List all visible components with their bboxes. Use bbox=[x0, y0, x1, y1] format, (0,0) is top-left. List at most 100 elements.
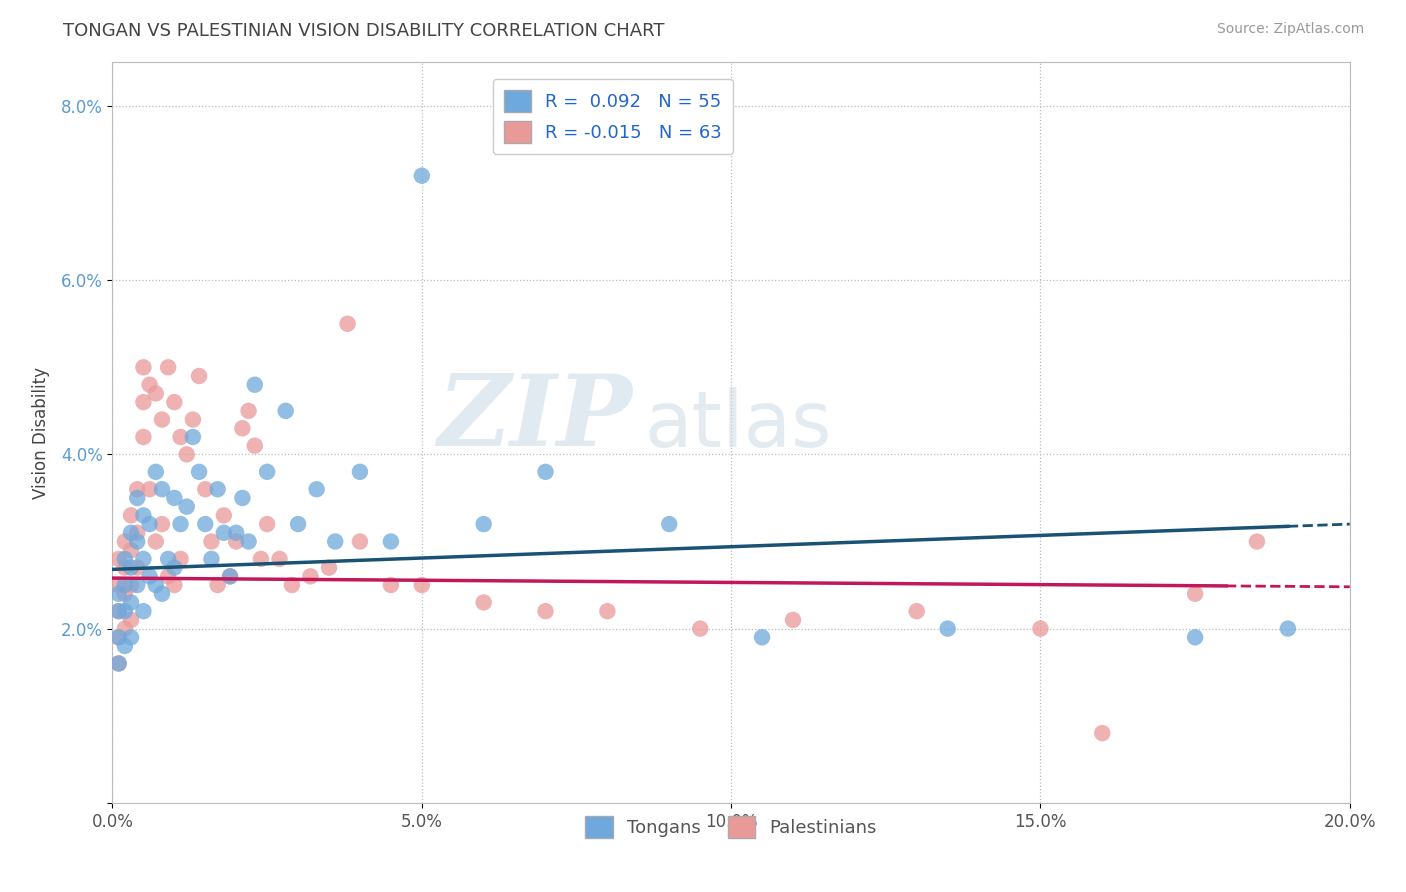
Point bbox=[534, 604, 557, 618]
Point bbox=[169, 430, 191, 444]
Point bbox=[107, 630, 129, 644]
Point bbox=[157, 569, 180, 583]
Point bbox=[157, 552, 180, 566]
Point bbox=[163, 560, 186, 574]
Point bbox=[243, 377, 266, 392]
Text: Source: ZipAtlas.com: Source: ZipAtlas.com bbox=[1216, 22, 1364, 37]
Point bbox=[120, 543, 142, 558]
Point bbox=[238, 534, 260, 549]
Point bbox=[132, 395, 155, 409]
Point bbox=[225, 534, 247, 549]
Point bbox=[207, 578, 229, 592]
Point bbox=[114, 622, 136, 636]
Point bbox=[1091, 726, 1114, 740]
Point bbox=[1184, 587, 1206, 601]
Point bbox=[138, 482, 160, 496]
Point bbox=[188, 465, 211, 479]
Point bbox=[194, 482, 217, 496]
Point bbox=[534, 465, 557, 479]
Y-axis label: Vision Disability: Vision Disability bbox=[32, 367, 49, 499]
Point bbox=[150, 587, 173, 601]
Point bbox=[107, 578, 129, 592]
Point bbox=[114, 604, 136, 618]
Point bbox=[274, 404, 297, 418]
Point bbox=[120, 560, 142, 574]
Point bbox=[287, 517, 309, 532]
Point bbox=[181, 430, 204, 444]
Point bbox=[114, 587, 136, 601]
Point bbox=[114, 534, 136, 549]
Point bbox=[132, 360, 155, 375]
Point bbox=[238, 404, 260, 418]
Point bbox=[145, 578, 167, 592]
Point bbox=[127, 482, 149, 496]
Point bbox=[120, 525, 142, 540]
Point bbox=[120, 595, 142, 609]
Legend: Tongans, Palestinians: Tongans, Palestinians bbox=[578, 809, 884, 846]
Point bbox=[127, 491, 149, 505]
Point bbox=[114, 552, 136, 566]
Point bbox=[200, 534, 222, 549]
Point bbox=[472, 517, 495, 532]
Point bbox=[299, 569, 322, 583]
Text: atlas: atlas bbox=[644, 387, 832, 463]
Point bbox=[411, 169, 433, 183]
Point bbox=[1029, 622, 1052, 636]
Point bbox=[256, 465, 278, 479]
Point bbox=[127, 525, 149, 540]
Text: TONGAN VS PALESTINIAN VISION DISABILITY CORRELATION CHART: TONGAN VS PALESTINIAN VISION DISABILITY … bbox=[63, 22, 665, 40]
Point bbox=[256, 517, 278, 532]
Point bbox=[150, 482, 173, 496]
Point bbox=[114, 578, 136, 592]
Point bbox=[107, 657, 129, 671]
Point bbox=[132, 430, 155, 444]
Point bbox=[120, 578, 142, 592]
Point bbox=[219, 569, 242, 583]
Point bbox=[132, 604, 155, 618]
Point bbox=[120, 613, 142, 627]
Point bbox=[107, 604, 129, 618]
Point bbox=[114, 639, 136, 653]
Point bbox=[231, 491, 253, 505]
Point bbox=[107, 552, 129, 566]
Point bbox=[1184, 630, 1206, 644]
Point bbox=[689, 622, 711, 636]
Point bbox=[138, 377, 160, 392]
Point bbox=[472, 595, 495, 609]
Point bbox=[150, 517, 173, 532]
Point bbox=[169, 552, 191, 566]
Point bbox=[225, 525, 247, 540]
Point bbox=[207, 482, 229, 496]
Point bbox=[782, 613, 804, 627]
Point bbox=[336, 317, 359, 331]
Point bbox=[250, 552, 273, 566]
Point bbox=[1277, 622, 1299, 636]
Point bbox=[323, 534, 346, 549]
Point bbox=[107, 587, 129, 601]
Point bbox=[127, 578, 149, 592]
Point bbox=[305, 482, 328, 496]
Point bbox=[120, 508, 142, 523]
Point bbox=[658, 517, 681, 532]
Point bbox=[127, 560, 149, 574]
Point bbox=[132, 552, 155, 566]
Point bbox=[138, 517, 160, 532]
Point bbox=[349, 465, 371, 479]
Point bbox=[120, 630, 142, 644]
Point bbox=[176, 500, 198, 514]
Point bbox=[596, 604, 619, 618]
Point bbox=[150, 412, 173, 426]
Point bbox=[163, 578, 186, 592]
Point bbox=[107, 604, 129, 618]
Point bbox=[138, 569, 160, 583]
Point bbox=[181, 412, 204, 426]
Point bbox=[269, 552, 291, 566]
Point bbox=[231, 421, 253, 435]
Point bbox=[145, 386, 167, 401]
Point bbox=[169, 517, 191, 532]
Point bbox=[145, 465, 167, 479]
Point bbox=[212, 508, 235, 523]
Point bbox=[318, 560, 340, 574]
Point bbox=[163, 395, 186, 409]
Point bbox=[380, 534, 402, 549]
